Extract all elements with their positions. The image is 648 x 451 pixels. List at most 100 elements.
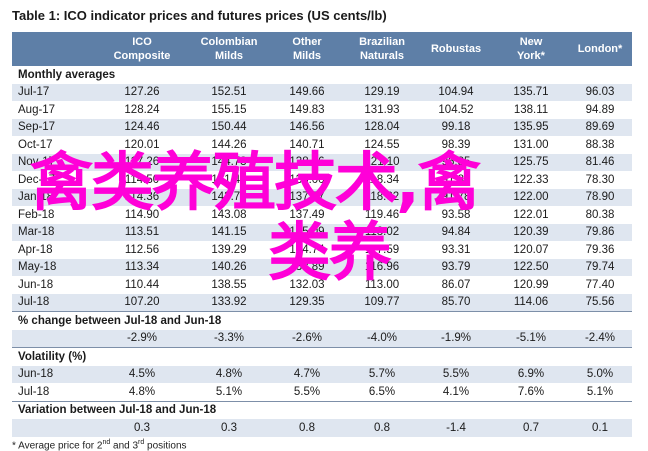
table-cell: 138.55 xyxy=(211,278,247,291)
table-cell: 122.00 xyxy=(494,188,568,206)
table-cell: 129.19 xyxy=(346,83,418,101)
table-cell: -2.4% xyxy=(568,329,632,348)
table-cell: 5.7% xyxy=(346,365,418,383)
table-cell: 94.84 xyxy=(418,223,494,241)
footnote: * Average price for 2nd and 3rd position… xyxy=(12,439,632,451)
row-label: Aug-17 xyxy=(18,103,56,116)
table-cell: 141.41 xyxy=(211,173,247,186)
footnote-suffix: positions xyxy=(144,439,187,451)
table-cell: 0.1 xyxy=(568,419,632,437)
table-cell: 6.9% xyxy=(494,365,568,383)
section-label: Variation between Jul-18 and Jun-18 xyxy=(12,400,632,419)
table-cell: 4.1% xyxy=(442,385,470,398)
table-cell: 6.5% xyxy=(368,385,396,398)
table-cell: 139.29 xyxy=(211,243,247,256)
table-cell: 125.75 xyxy=(494,153,568,171)
table-cell: 98.39 xyxy=(441,138,471,151)
table-cell: 119.46 xyxy=(364,208,400,221)
row-label: Jul-18 xyxy=(18,385,50,398)
column-header xyxy=(12,32,94,66)
table-row: Aug-17 128.24 155.15 149.83 131.93 104.52 138.… xyxy=(12,101,632,119)
table-cell: 118.34 xyxy=(364,173,400,186)
table-cell: 138.11 xyxy=(513,103,549,116)
table-row: Sep-17 124.46 150.44 146.56 128.04 99.18 135.9… xyxy=(12,118,632,136)
table-cell: 120.39 xyxy=(494,223,568,241)
table-cell: 120.07 xyxy=(513,243,549,256)
row-label: Jan-18 xyxy=(12,188,94,206)
table-cell: 4.7% xyxy=(268,365,346,383)
footnote-prefix: * Average price for 2 xyxy=(12,439,103,451)
table-cell: 113.51 xyxy=(94,223,190,241)
table-cell: 4.5% xyxy=(94,365,190,383)
table-cell: 78.90 xyxy=(568,188,632,206)
row-label: Dec-17 xyxy=(18,173,56,186)
table-cell: 149.66 xyxy=(268,83,346,101)
column-header: ICO Composite xyxy=(94,32,190,66)
row-label: Sep-17 xyxy=(12,118,94,136)
table-row: Jan-18 114.36 143.77 137.27 118.82 91.78 122.0… xyxy=(12,188,632,206)
table-cell: 93.79 xyxy=(418,258,494,276)
table-container: Table 1: ICO indicator prices and future… xyxy=(12,0,632,451)
table-cell: 118.82 xyxy=(346,188,418,206)
table-cell: 146.56 xyxy=(268,118,346,136)
table-cell: 104.94 xyxy=(418,83,494,101)
table-cell: 117.26 xyxy=(94,153,190,171)
table-cell: 0.8 xyxy=(346,419,418,437)
table-cell: 117.59 xyxy=(364,243,400,256)
table-cell: 131.93 xyxy=(364,103,400,116)
row-label: Nov-17 xyxy=(12,153,94,171)
table-cell: 75.56 xyxy=(568,293,632,312)
column-header: New York* xyxy=(494,32,568,66)
table-cell: 135.09 xyxy=(268,223,346,241)
table-cell: 5.0% xyxy=(568,365,632,383)
watermark-overlay-line1: 禽类养殖技术,禽 xyxy=(30,146,481,219)
table-cell: 133.89 xyxy=(268,258,346,276)
table-row: Nov-17 117.26 144.73 138.86 121.10 95.85 125.7… xyxy=(12,153,632,171)
table-cell: 135.95 xyxy=(494,118,568,136)
row-label: Mar-18 xyxy=(12,223,94,241)
watermark-overlay-line2: 类养 xyxy=(268,216,392,289)
table-cell: 5.1% xyxy=(586,385,614,398)
table-row: Mar-18 113.51 141.15 135.09 118.02 94.84 120.3… xyxy=(12,223,632,241)
table-cell: 110.44 xyxy=(124,278,160,291)
row-label: Oct-17 xyxy=(18,138,53,151)
table-cell: 133.92 xyxy=(190,293,268,312)
table-cell: 136.00 xyxy=(289,173,325,186)
table-cell: 7.6% xyxy=(517,385,545,398)
table-cell: 4.8% xyxy=(190,365,268,383)
table-cell: 78.30 xyxy=(585,173,615,186)
table-row: May-18 113.34 140.26 133.89 116.96 93.79 122.5… xyxy=(12,258,632,276)
table-cell: -2.9% xyxy=(94,329,190,348)
column-header: Colombian Milds xyxy=(190,32,268,66)
table-cell: 140.26 xyxy=(190,258,268,276)
table-cell: 99.18 xyxy=(418,118,494,136)
section-header-row: Variation between Jul-18 and Jun-18 xyxy=(12,400,632,419)
table-cell: 128.04 xyxy=(346,118,418,136)
section-header-row: Volatility (%) xyxy=(12,347,632,366)
table-cell: 149.83 xyxy=(289,103,325,116)
table-cell: 122.33 xyxy=(513,173,549,186)
table-cell: 121.10 xyxy=(346,153,418,171)
table-cell: 79.36 xyxy=(585,243,615,256)
table-cell: 144.73 xyxy=(190,153,268,171)
table-cell: 129.35 xyxy=(268,293,346,312)
table-cell: 131.00 xyxy=(513,138,549,151)
empty-cell xyxy=(12,329,94,348)
table-cell: 79.86 xyxy=(568,223,632,241)
table-cell: 118.02 xyxy=(346,223,418,241)
table-cell: 152.51 xyxy=(190,83,268,101)
table-cell: 96.03 xyxy=(568,83,632,101)
table-cell: 124.55 xyxy=(364,138,400,151)
table-cell: 104.52 xyxy=(438,103,474,116)
table-cell: 143.77 xyxy=(190,188,268,206)
table-cell: 85.70 xyxy=(418,293,494,312)
table-row: Oct-17 120.01 144.26 140.71 124.55 98.39 131.0… xyxy=(12,136,632,154)
table-cell: 114.90 xyxy=(124,208,160,221)
table-cell: 88.38 xyxy=(585,138,615,151)
table-title: Table 1: ICO indicator prices and future… xyxy=(12,8,387,23)
empty-cell xyxy=(12,419,94,437)
table-cell: 113.00 xyxy=(364,278,400,291)
table-cell: 122.01 xyxy=(513,208,549,221)
table-cell: 93.58 xyxy=(441,208,471,221)
table-cell: 135.71 xyxy=(494,83,568,101)
